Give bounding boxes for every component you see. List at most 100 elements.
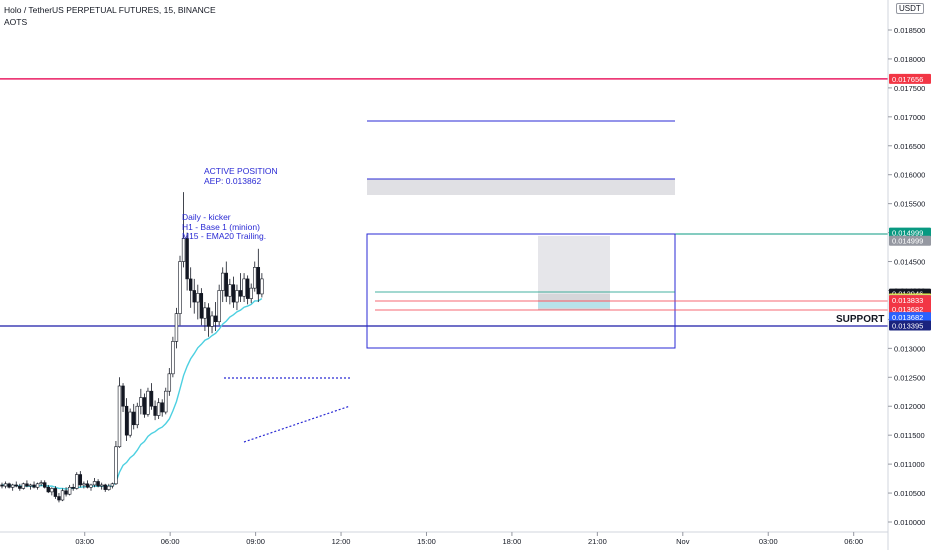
position-profit-zone[interactable] (538, 236, 610, 294)
candle[interactable] (85, 480, 90, 489)
time-axis[interactable]: 03:00 06:00 09:00 12:00 15:00 18:00 21:00 Nov 03… (0, 531, 888, 546)
candle[interactable] (121, 383, 125, 413)
support-label[interactable]: SUPPORT (836, 314, 885, 325)
candle[interactable] (39, 480, 43, 487)
candle[interactable] (160, 399, 164, 417)
candle[interactable] (231, 276, 236, 308)
candle[interactable] (203, 302, 207, 331)
strategy-note[interactable]: Daily - kicker H1 - Base 1 (minion) M15 … (182, 212, 267, 241)
range-box[interactable] (366, 233, 676, 349)
candle[interactable] (153, 400, 157, 421)
candle[interactable] (57, 493, 61, 503)
candle[interactable] (71, 483, 75, 491)
candle[interactable] (18, 483, 22, 491)
candle[interactable] (210, 311, 214, 334)
candle[interactable] (185, 232, 189, 291)
candle[interactable] (149, 383, 154, 410)
candle[interactable] (178, 255, 182, 326)
candle[interactable] (156, 398, 161, 419)
candle[interactable] (64, 487, 68, 497)
candle[interactable] (192, 278, 196, 314)
candle[interactable] (25, 480, 29, 488)
candle[interactable] (249, 283, 253, 304)
candle[interactable] (253, 261, 257, 292)
candle[interactable] (78, 471, 83, 488)
price-badge[interactable]: 0.017656 (889, 73, 931, 84)
candle[interactable] (0, 482, 4, 489)
candle[interactable] (181, 192, 186, 268)
candle[interactable] (46, 484, 50, 494)
candle[interactable] (167, 368, 172, 396)
price-badge[interactable]: 0.013682 (889, 303, 931, 314)
candle[interactable] (124, 398, 129, 441)
candle-up (253, 267, 257, 289)
pattern-bottom-line[interactable] (243, 405, 351, 443)
candle[interactable] (3, 481, 8, 489)
candle[interactable] (213, 302, 218, 331)
currency-selector[interactable]: USDT (896, 3, 924, 14)
candle[interactable] (103, 483, 107, 492)
candle[interactable] (139, 388, 143, 415)
candle[interactable] (164, 387, 168, 415)
candle[interactable] (242, 273, 246, 303)
price-badge[interactable]: 0.014999 (889, 227, 931, 238)
candle[interactable] (174, 307, 179, 349)
candle[interactable] (206, 303, 211, 337)
ema20-line (2, 297, 263, 490)
candle[interactable] (53, 486, 58, 499)
candle[interactable] (7, 482, 11, 489)
candle[interactable] (128, 408, 132, 438)
price-badge[interactable]: 0.013833 (889, 295, 931, 306)
candle[interactable] (217, 284, 221, 326)
candle[interactable] (221, 267, 225, 303)
candle[interactable] (110, 482, 115, 489)
candle[interactable] (132, 403, 136, 430)
price-badge-bg (889, 227, 931, 238)
active-position-note[interactable]: ACTIVE POSITION AEP: 0.013862 (204, 166, 278, 186)
candle[interactable] (224, 261, 228, 303)
price-badge[interactable]: 0.013395 (889, 320, 931, 331)
candle[interactable] (235, 284, 239, 311)
candle[interactable] (196, 284, 200, 320)
candle[interactable] (21, 482, 26, 490)
candle[interactable] (238, 273, 243, 303)
price-badge[interactable]: 0.013682 (889, 312, 931, 323)
position-entry-zone[interactable] (538, 302, 610, 308)
candle[interactable] (50, 487, 54, 496)
indicator-label[interactable]: AOTS (4, 17, 28, 27)
candle[interactable] (92, 478, 97, 488)
candle[interactable] (67, 484, 72, 496)
candle[interactable] (32, 481, 36, 489)
candle[interactable] (142, 393, 147, 418)
candle[interactable] (99, 482, 104, 490)
candle[interactable] (14, 481, 18, 488)
candle[interactable] (256, 248, 261, 303)
price-axis[interactable]: 0.010000 0.010500 0.011000 0.011500 0.012000… (887, 0, 932, 550)
candle[interactable] (171, 336, 175, 378)
candle[interactable] (96, 479, 100, 488)
candle[interactable] (82, 481, 86, 489)
candle[interactable] (75, 472, 79, 490)
candle[interactable] (10, 483, 15, 491)
candle[interactable] (135, 402, 139, 429)
candle[interactable] (107, 483, 111, 491)
candle[interactable] (114, 440, 118, 485)
price-badge[interactable]: 0.014999 (889, 235, 931, 246)
candle[interactable] (245, 275, 250, 305)
candle[interactable] (228, 278, 232, 305)
candle[interactable] (199, 288, 204, 326)
candle[interactable] (89, 483, 93, 491)
candle[interactable] (28, 483, 33, 490)
candle[interactable] (146, 387, 150, 417)
price-tick-label: 0.010500 (894, 489, 925, 498)
candle[interactable] (60, 488, 65, 502)
target-zone[interactable] (367, 179, 675, 195)
candle[interactable] (43, 480, 47, 489)
candle[interactable] (117, 377, 122, 448)
candle[interactable] (260, 273, 264, 298)
candle[interactable] (35, 482, 40, 490)
candle[interactable] (188, 267, 193, 308)
candlestick-series[interactable] (0, 192, 264, 503)
drawing-objects[interactable] (0, 78, 888, 443)
